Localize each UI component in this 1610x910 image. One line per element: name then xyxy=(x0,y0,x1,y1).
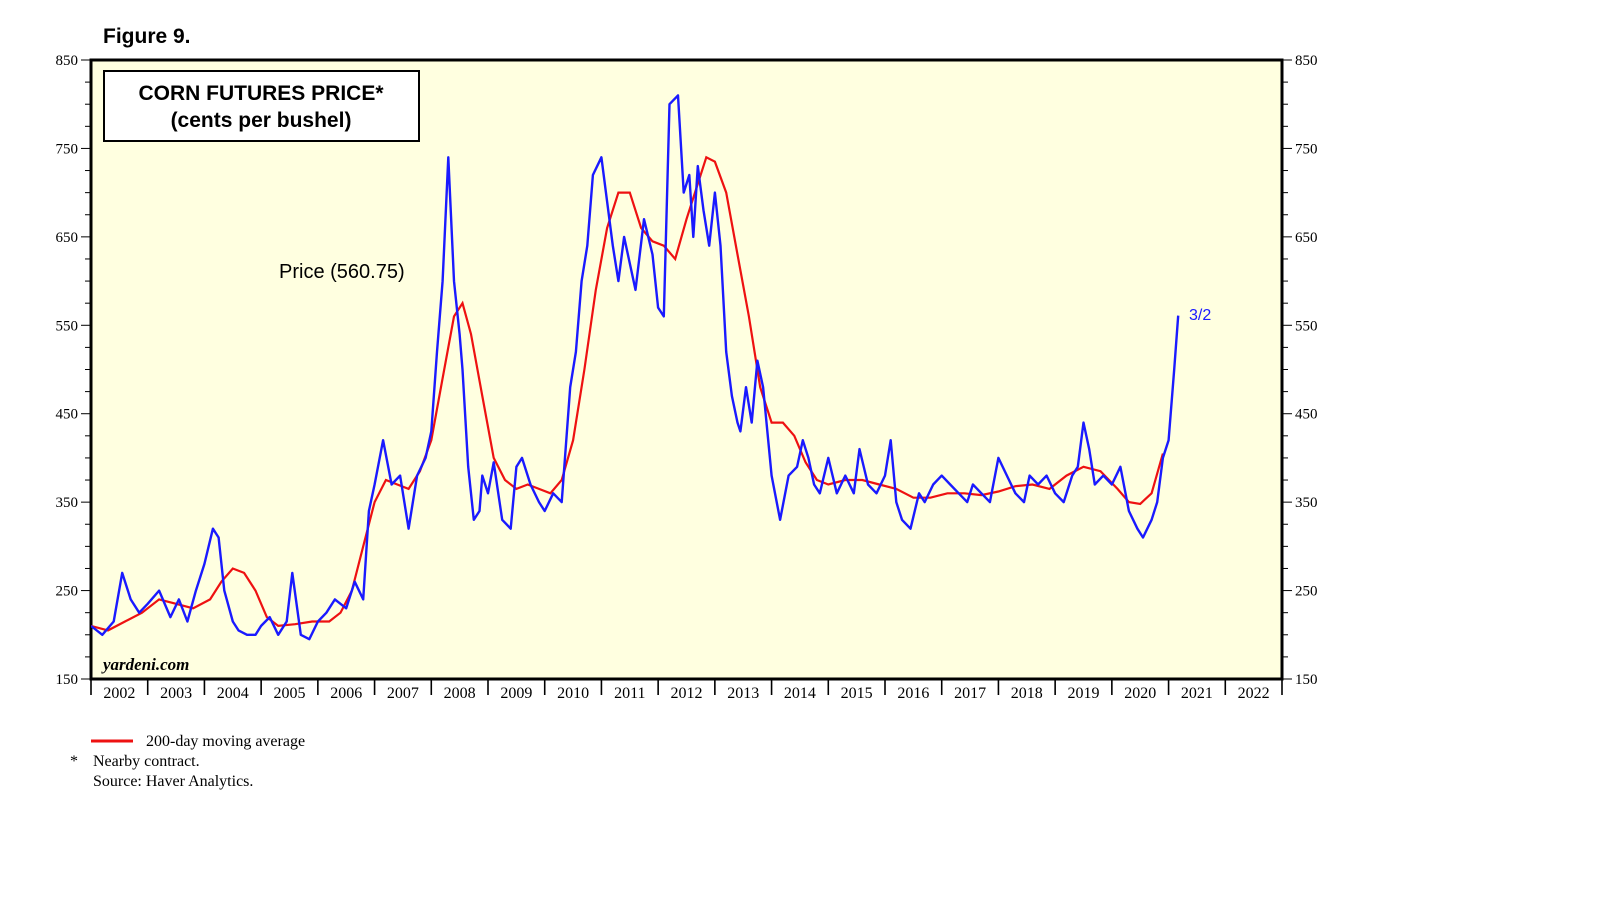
y-tick-label-left: 250 xyxy=(56,584,79,600)
x-tick-label: 2017 xyxy=(954,685,986,702)
x-tick-label: 2012 xyxy=(671,685,703,702)
x-tick-label: 2019 xyxy=(1068,685,1100,702)
y-tick-label-right: 150 xyxy=(1295,672,1318,688)
footnote-star: * xyxy=(70,753,78,770)
x-tick-label: 2022 xyxy=(1238,685,1270,702)
footnote-note: Nearby contract. xyxy=(93,753,200,770)
x-tick-label: 2014 xyxy=(784,685,816,702)
last-date-label: 3/2 xyxy=(1189,307,1211,324)
y-axis-right: 150 250 350 450 550 650 750 850 xyxy=(1282,53,1318,688)
chart-subtitle: (cents per bushel) xyxy=(171,109,352,132)
x-tick-label: 2009 xyxy=(500,685,532,702)
x-tick-label: 2008 xyxy=(444,685,476,702)
y-axis-left: 150 250 350 450 550 650 750 850 xyxy=(56,53,91,688)
x-tick-label: 2021 xyxy=(1181,685,1213,702)
chart-title: CORN FUTURES PRICE* xyxy=(138,82,384,105)
y-tick-label-left: 550 xyxy=(56,318,79,334)
footnote-source: Source: Haver Analytics. xyxy=(93,773,253,790)
y-tick-label-right: 650 xyxy=(1295,230,1318,246)
x-tick-label: 2013 xyxy=(727,685,759,702)
x-tick-label: 2018 xyxy=(1011,685,1043,702)
x-tick-label: 2004 xyxy=(217,685,249,702)
y-tick-label-right: 250 xyxy=(1295,584,1318,600)
price-annotation: Price (560.75) xyxy=(279,261,405,283)
y-tick-label-left: 750 xyxy=(56,141,79,157)
x-tick-label: 2006 xyxy=(330,685,362,702)
y-tick-label-right: 550 xyxy=(1295,318,1318,334)
y-tick-label-left: 150 xyxy=(56,672,79,688)
y-tick-label-right: 350 xyxy=(1295,495,1318,511)
x-tick-label: 2003 xyxy=(160,685,192,702)
x-tick-label: 2010 xyxy=(557,685,589,702)
x-axis: 2002 2003 2004 2005 2006 2007 2008 2009 2010 2011… xyxy=(90,679,1283,702)
price-line xyxy=(91,94,1180,641)
x-tick-label: 2011 xyxy=(614,685,645,702)
x-tick-label: 2020 xyxy=(1124,685,1156,702)
y-tick-label-left: 850 xyxy=(56,53,79,69)
figure-label: Figure 9. xyxy=(103,25,191,48)
x-tick-label: 2007 xyxy=(387,685,419,702)
x-tick-label: 2005 xyxy=(274,685,306,702)
x-tick-label: 2002 xyxy=(103,685,135,702)
x-tick-label: 2016 xyxy=(897,685,929,702)
title-box xyxy=(103,70,420,142)
y-tick-label-right: 450 xyxy=(1295,407,1318,423)
y-tick-label-left: 650 xyxy=(56,230,79,246)
y-tick-label-left: 450 xyxy=(56,407,79,423)
y-tick-label-right: 750 xyxy=(1295,141,1318,157)
y-tick-label-right: 850 xyxy=(1295,53,1318,69)
x-tick-label: 2015 xyxy=(841,685,873,702)
moving-average-line xyxy=(91,155,1164,632)
legend-label-moving-average: 200-day moving average xyxy=(146,733,305,750)
y-tick-label-left: 350 xyxy=(56,495,79,511)
watermark: yardeni.com xyxy=(101,655,189,674)
plot-area xyxy=(89,58,1284,681)
